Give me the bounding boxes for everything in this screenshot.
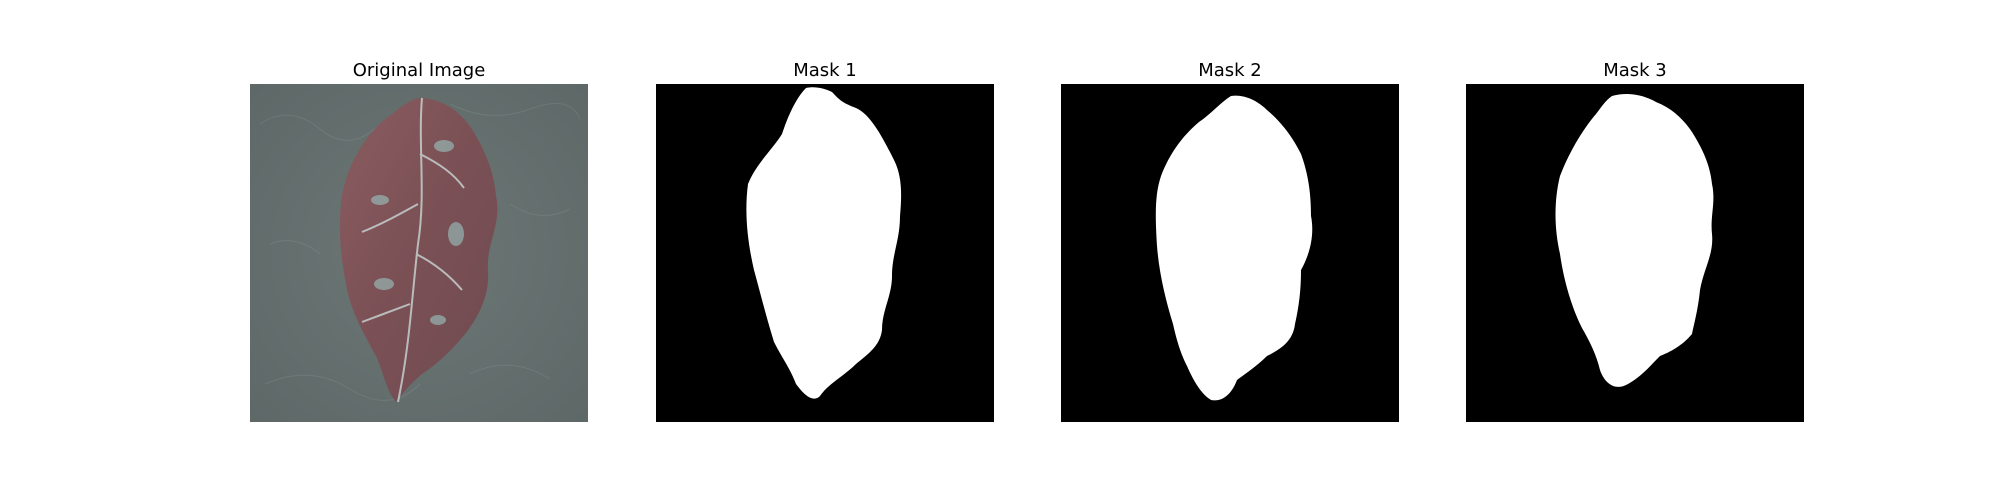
mask-1-region (746, 87, 902, 399)
mask-2-image (1061, 84, 1399, 422)
panel-title: Mask 3 (1603, 60, 1667, 81)
mask-3-image (1466, 84, 1804, 422)
mask-1-image (656, 84, 994, 422)
mask-2-region (1155, 95, 1313, 401)
panel-mask-2: Mask 2 (1061, 60, 1399, 422)
panel-title: Mask 2 (1198, 60, 1262, 81)
panel-title: Original Image (352, 60, 486, 81)
panel-mask-3: Mask 3 (1466, 60, 1804, 422)
leaf-shape (339, 98, 498, 402)
original-image (250, 84, 588, 422)
panel-mask-1: Mask 1 (656, 60, 994, 422)
panel-original-image: Original Image (250, 60, 588, 422)
mask-3-region (1555, 94, 1714, 387)
panel-title: Mask 1 (793, 60, 857, 81)
